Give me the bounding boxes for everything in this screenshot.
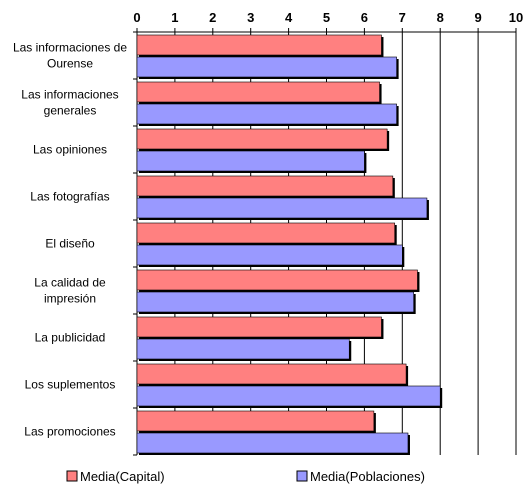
x-tick-label: 1 bbox=[171, 10, 178, 25]
bar-capital bbox=[136, 34, 382, 56]
x-tick-label: 5 bbox=[323, 10, 330, 25]
legend-swatch bbox=[296, 470, 308, 482]
category-label: Las fotografías bbox=[30, 190, 109, 204]
category-label: La calidad de impresión bbox=[34, 276, 106, 306]
category-labels: Las informaciones de Ourense Las informaci… bbox=[13, 41, 127, 439]
bar-capital bbox=[136, 363, 407, 385]
category-label: Las informaciones de Ourense bbox=[13, 41, 127, 71]
category-label: Las opiniones bbox=[33, 143, 107, 157]
x-tick-label: 10 bbox=[509, 10, 523, 25]
legend-swatch bbox=[66, 470, 78, 482]
x-tick-label: 4 bbox=[285, 10, 293, 25]
x-tick-label: 7 bbox=[399, 10, 406, 25]
x-tick-label: 8 bbox=[437, 10, 444, 25]
bars bbox=[136, 34, 443, 455]
x-tick-label: 3 bbox=[247, 10, 254, 25]
x-tick-label: 0 bbox=[133, 10, 140, 25]
bar-poblaciones bbox=[136, 244, 403, 266]
legend: Media(Capital) Media(Poblaciones) bbox=[66, 469, 425, 484]
bar-poblaciones bbox=[136, 56, 397, 78]
bar-capital bbox=[136, 316, 382, 338]
bar-capital bbox=[136, 222, 396, 244]
bar-poblaciones bbox=[136, 291, 414, 313]
bar-poblaciones bbox=[136, 338, 350, 360]
bar-poblaciones bbox=[136, 432, 409, 454]
legend-label: Media(Capital) bbox=[80, 469, 165, 484]
legend-label: Media(Poblaciones) bbox=[310, 469, 425, 484]
axes: 0 1 2 3 4 5 6 7 8 9 10 bbox=[133, 10, 523, 456]
bar-capital bbox=[136, 128, 388, 150]
bar-poblaciones bbox=[136, 385, 441, 407]
bar-poblaciones bbox=[136, 103, 397, 125]
bar-poblaciones bbox=[136, 150, 365, 172]
category-label: Las informaciones generales bbox=[21, 88, 118, 118]
bar-capital bbox=[136, 269, 418, 291]
bar-capital bbox=[136, 81, 380, 103]
x-tick-label: 2 bbox=[209, 10, 216, 25]
bar-capital bbox=[136, 175, 394, 197]
category-label: La publicidad bbox=[35, 331, 106, 345]
x-tick-label: 9 bbox=[474, 10, 481, 25]
category-label: El diseño bbox=[45, 237, 95, 251]
bar-capital bbox=[136, 410, 375, 432]
category-label: Los suplementos bbox=[25, 378, 116, 392]
x-tick-label: 6 bbox=[361, 10, 368, 25]
bar-poblaciones bbox=[136, 197, 428, 219]
category-label: Las promociones bbox=[24, 425, 115, 439]
